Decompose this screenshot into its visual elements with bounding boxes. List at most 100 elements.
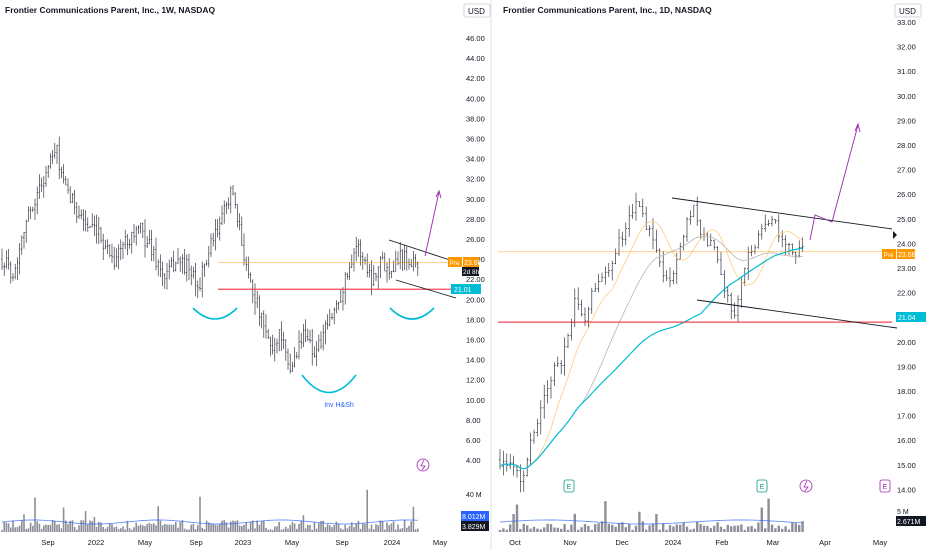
volume-bar — [183, 528, 186, 532]
y-tick-label: 15.00 — [897, 461, 916, 470]
volume-bar — [526, 525, 529, 532]
volume-bar — [397, 524, 399, 532]
volume-bar — [282, 529, 285, 532]
y-tick-label: 23.00 — [897, 264, 916, 273]
volume-bar — [536, 528, 539, 532]
candles — [498, 192, 804, 493]
y-tick-label: 25.00 — [897, 215, 916, 224]
countdown-tag-value: 2d 8h — [463, 269, 480, 276]
volume-bar — [166, 524, 168, 532]
volume-bar — [519, 528, 522, 532]
volume-bar — [216, 525, 219, 532]
volume-bar — [580, 527, 583, 532]
y-tick-label: 32.00 — [466, 175, 485, 184]
y-tick-label: 36.00 — [466, 135, 485, 144]
volume-bar — [401, 528, 404, 532]
y-tick-label: 26.00 — [466, 235, 485, 244]
volume-bar — [102, 526, 104, 532]
volume-bar — [289, 525, 291, 532]
volume-bar — [634, 525, 638, 532]
y-tick-label: 32.00 — [897, 43, 916, 52]
y-tick-label: 28.00 — [466, 215, 485, 224]
volume-bar — [611, 524, 614, 532]
right-shoulder-arc — [389, 307, 435, 320]
volume-bar — [713, 525, 716, 532]
volume-bar — [210, 523, 212, 532]
volume-bar — [100, 522, 102, 532]
earnings-marker — [756, 479, 768, 493]
volume-bar — [665, 529, 668, 532]
volume-bar — [335, 521, 338, 532]
volume-bar — [161, 525, 164, 532]
pre-tag-box — [882, 249, 896, 259]
volume-bar — [337, 523, 340, 532]
volume-bar — [181, 520, 184, 532]
volume-bar — [247, 528, 250, 532]
volume-bar — [743, 529, 746, 532]
volume-bar — [186, 529, 188, 532]
volume-bar — [98, 521, 100, 532]
volume-bar — [556, 527, 559, 532]
volume-bar — [87, 524, 89, 532]
channel-lower-line — [696, 299, 898, 329]
lightning-marker-icon — [416, 458, 430, 472]
volume-bar — [417, 528, 419, 532]
volume-bar — [648, 525, 651, 532]
y-tick-label: 18.00 — [466, 315, 485, 324]
y-tick-label: 29.00 — [897, 116, 916, 125]
volume-bar — [692, 528, 695, 532]
volume-bar — [655, 514, 658, 532]
y-tick-label: 31.00 — [897, 67, 916, 76]
volume-bars — [1, 489, 419, 532]
volume-bar — [760, 507, 763, 532]
volume-bar — [583, 524, 587, 532]
volume-bar — [153, 523, 155, 532]
volume-bar — [645, 529, 648, 532]
volume-bar — [539, 529, 542, 532]
currency-label: USD — [468, 7, 485, 16]
volume-bar — [155, 525, 157, 532]
pre-tag-box — [448, 257, 462, 267]
volume-bar — [84, 511, 87, 532]
volume-bar — [302, 515, 305, 532]
volume-bar — [685, 526, 689, 532]
volume-bar — [412, 506, 415, 532]
volume-ma-tag-value: 3.829M — [462, 524, 486, 531]
volume-bar — [532, 526, 536, 532]
volume-bar — [403, 520, 406, 532]
volume-bar — [203, 529, 206, 532]
volume-bar — [747, 526, 750, 532]
currency-box — [894, 3, 922, 18]
volume-bar — [126, 520, 129, 532]
volume-bar — [214, 524, 217, 532]
volume-bar — [607, 523, 610, 532]
volume-bar — [770, 524, 774, 532]
earnings-marker-label: E — [883, 484, 888, 491]
volume-tag-box — [896, 516, 926, 526]
volume-bar — [109, 523, 111, 532]
x-tick-label: Feb — [716, 538, 729, 547]
volume-bar — [373, 529, 375, 532]
volume-bar — [25, 528, 27, 532]
volume-bar — [267, 529, 269, 532]
volume-bar — [285, 526, 287, 532]
volume-bar — [205, 520, 208, 532]
left-shoulder-arc — [192, 307, 238, 320]
volume-bar — [21, 520, 23, 532]
volume-bar — [386, 522, 388, 532]
volume-bar — [236, 520, 239, 532]
volume-ma-line — [499, 519, 803, 525]
volume-bar — [67, 524, 69, 532]
volume-axis-label: 40 M — [466, 492, 482, 499]
volume-bar — [794, 523, 797, 532]
volume-bar — [315, 528, 318, 532]
x-tick-label: 2023 — [235, 538, 252, 547]
volume-bar — [269, 529, 272, 532]
pre-tag-label: Pre — [450, 260, 461, 267]
volume-bar — [395, 529, 397, 532]
volume-bar — [194, 529, 197, 532]
volume-bar — [258, 524, 261, 532]
x-tick-label: 2024 — [384, 538, 401, 547]
volume-bar — [254, 528, 256, 532]
